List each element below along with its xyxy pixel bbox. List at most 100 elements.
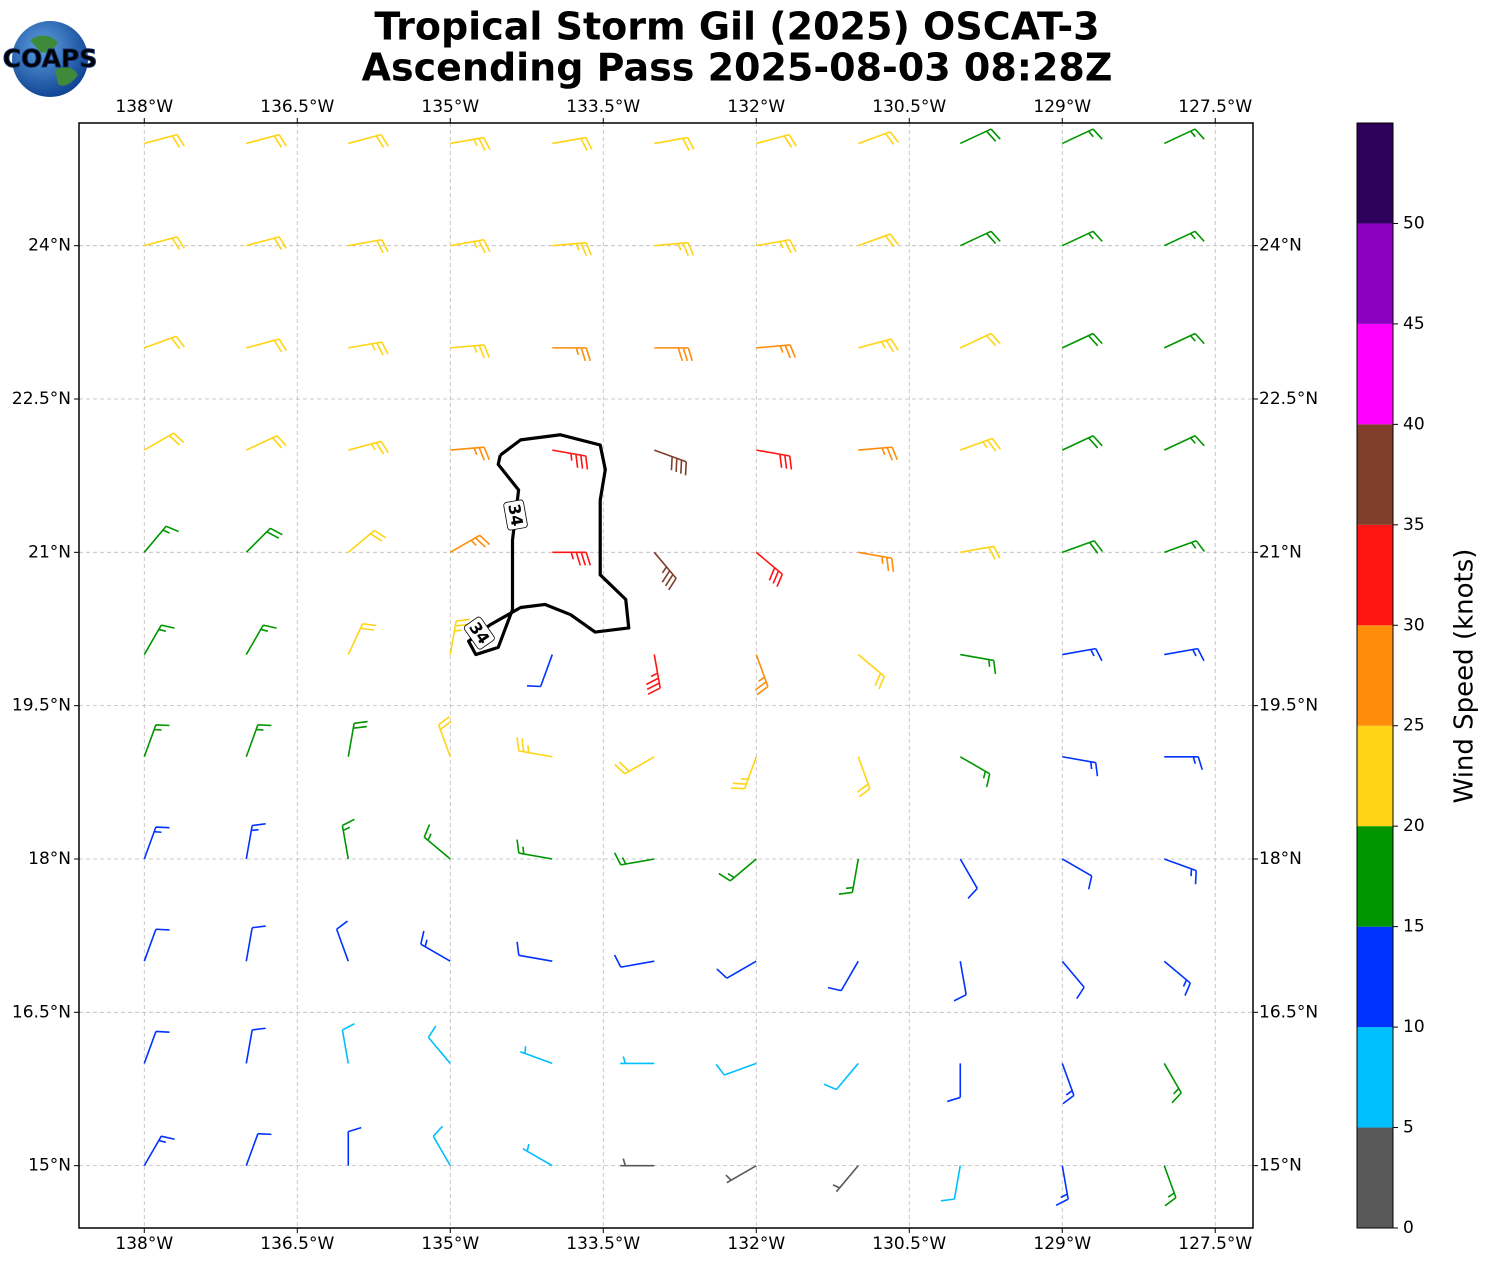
wind-barb	[716, 960, 757, 979]
wind-barb	[654, 347, 694, 362]
wind-barb	[960, 545, 1001, 560]
contour-label: 34	[504, 502, 527, 527]
x-tick-label: 138°W	[115, 97, 173, 117]
x-tick-label: 136.5°W	[260, 1234, 334, 1254]
wind-barb	[450, 344, 491, 359]
colorbar: 0 5 10 15 20 25 30 35 40 45 50	[1356, 122, 1425, 1238]
wind-barb	[450, 446, 491, 461]
wind-barb	[427, 1025, 451, 1064]
x-tick-label: 132°W	[727, 1234, 785, 1254]
wind-barb	[857, 653, 886, 690]
contour-label-bg	[503, 499, 528, 531]
wind-barb	[653, 449, 688, 476]
wind-barb	[552, 551, 592, 566]
wind-barb	[348, 238, 389, 254]
wind-barb	[832, 1165, 859, 1193]
x-tick-label: 133.5°W	[566, 1234, 640, 1254]
x-tick-label: 138°W	[115, 1234, 173, 1254]
colorbar-tick-label: 30	[1403, 615, 1425, 635]
contour-line	[467, 433, 631, 657]
wind-barb	[245, 435, 287, 451]
wind-barb	[245, 724, 272, 758]
wind-barb	[450, 136, 491, 151]
colorbar-tick-label: 25	[1403, 716, 1425, 736]
wind-barb	[756, 344, 796, 359]
y-tick-label: 16.5°N	[12, 1002, 71, 1022]
wind-barb	[1163, 128, 1205, 145]
wind-barb	[432, 1125, 451, 1167]
colorbar-tick-label: 50	[1403, 213, 1425, 233]
wind-barb	[143, 1135, 175, 1167]
wind-barb	[1163, 858, 1198, 885]
wind-barb	[552, 241, 593, 257]
wind-barb	[520, 1046, 553, 1065]
y-tick-label: 15°N	[1259, 1156, 1302, 1176]
y-tick-label: 16.5°N	[1259, 1002, 1318, 1022]
colorbar-tick-label: 40	[1403, 414, 1425, 434]
colorbar-label: Wind Speed (knots)	[1450, 549, 1480, 804]
wind-barb	[246, 236, 288, 251]
y-tick-label: 19.5°N	[12, 696, 71, 716]
wind-barb	[516, 839, 553, 860]
wind-barb	[959, 756, 991, 788]
wind-barb	[959, 230, 1001, 247]
wind-barb	[348, 133, 390, 148]
wind-barb	[527, 654, 554, 688]
colorbar-segment	[1357, 524, 1393, 626]
wind-barb	[143, 432, 185, 451]
wind-barb	[1164, 755, 1204, 771]
wind-barb	[718, 858, 757, 882]
wind-barb	[1061, 332, 1103, 349]
colorbar-tick-label: 45	[1403, 314, 1425, 334]
wind-barb	[347, 622, 377, 655]
wind-barb	[246, 133, 288, 148]
wind-barb	[756, 238, 797, 254]
colorbar-tick-label: 0	[1403, 1218, 1414, 1238]
wind-barb	[1163, 332, 1205, 349]
wind-barb	[614, 756, 655, 775]
y-tick-label: 24°N	[28, 236, 71, 256]
logo: COAPS	[2, 21, 98, 97]
x-tick-label: 132°W	[727, 97, 785, 117]
wind-barb	[1061, 960, 1085, 1000]
wind-barb	[348, 440, 390, 455]
colorbar-segment	[1357, 826, 1393, 927]
wind-barb	[857, 233, 900, 248]
wind-barb	[246, 338, 288, 353]
wind-barb	[1163, 1165, 1177, 1207]
x-tick-label: 135°W	[421, 97, 479, 117]
wind-barb	[143, 928, 170, 962]
wind-barb	[245, 527, 283, 553]
wind-barb	[552, 449, 589, 470]
wind-barb	[959, 332, 1001, 349]
wind-barb	[1163, 1063, 1182, 1104]
wind-barb	[522, 1143, 553, 1167]
x-tick-label: 135°W	[421, 1234, 479, 1254]
colorbar-tick-label: 20	[1403, 816, 1425, 836]
wind-barb	[856, 756, 871, 798]
wind-barb	[654, 241, 695, 257]
y-tick-label: 22.5°N	[1259, 389, 1318, 409]
wind-barb	[960, 653, 997, 675]
logo-land	[30, 35, 78, 86]
wind-barb	[144, 133, 186, 148]
x-tick-label: 129°W	[1033, 1234, 1091, 1254]
wind-barb	[1062, 755, 1099, 777]
wind-barb	[245, 1132, 272, 1166]
wind-barb	[959, 858, 978, 899]
y-tick-label: 24°N	[1259, 236, 1302, 256]
wind-barb	[959, 437, 1002, 452]
wind-barb	[347, 529, 387, 553]
colorbar-segment	[1357, 323, 1393, 425]
wind-barb	[420, 930, 451, 962]
wind-barb	[348, 341, 389, 356]
wind-barb	[143, 1030, 170, 1064]
barbs	[143, 128, 1206, 1207]
wind-barb	[449, 534, 491, 554]
y-tick-label: 21°N	[28, 542, 71, 562]
wind-barb	[245, 925, 266, 962]
wind-barb	[959, 128, 1001, 145]
wind-barb	[347, 720, 368, 757]
